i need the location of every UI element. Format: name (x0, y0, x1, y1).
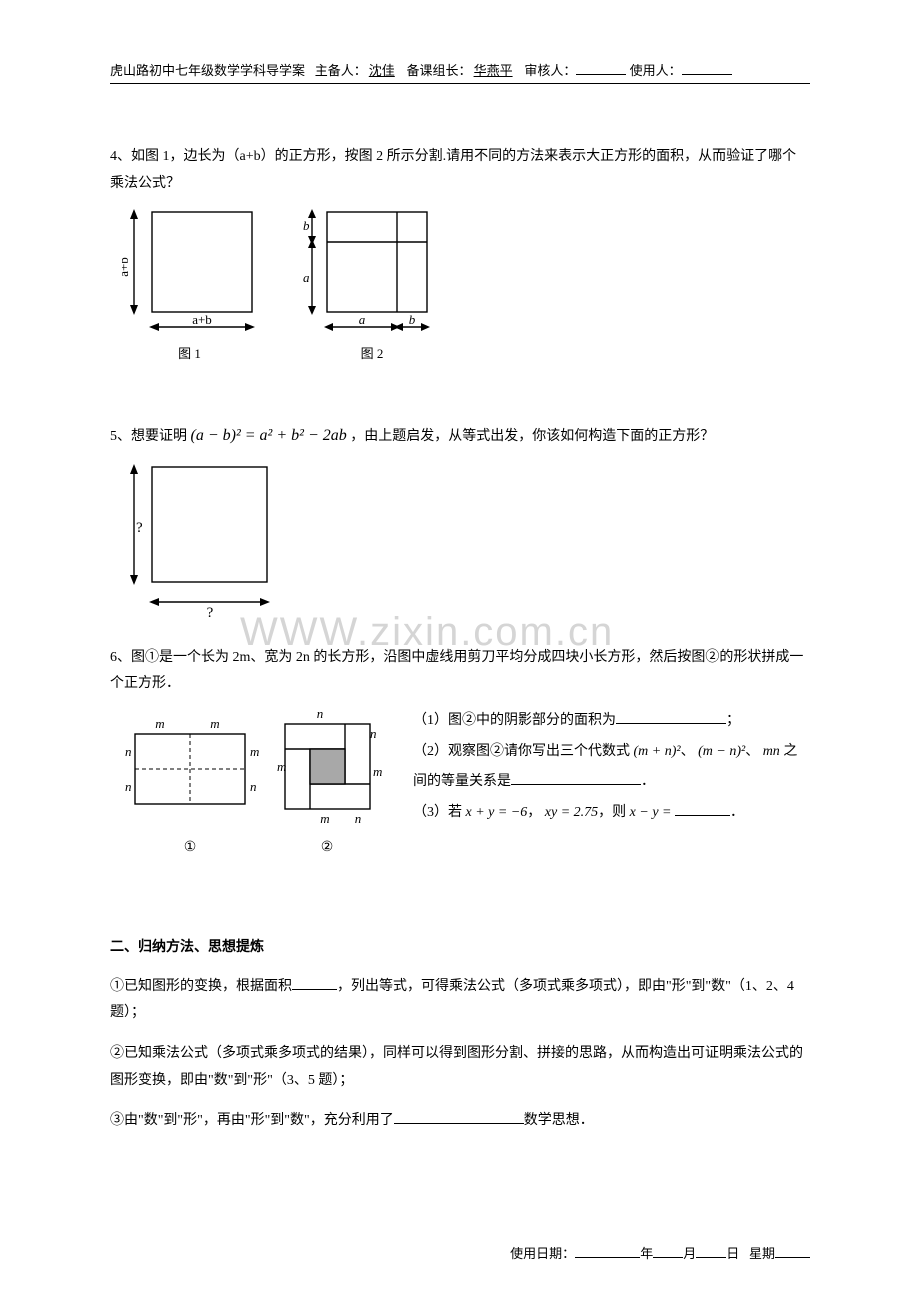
school-name: 虎山路初中七年级数学学科导学案 (110, 63, 305, 78)
svg-text:m: m (210, 716, 219, 731)
q6-p1-blank (616, 710, 726, 724)
section2-p1: ①已知图形的变换，根据面积，列出等式，可得乘法公式（多项式乘多项式），即由"形"… (110, 974, 810, 1027)
q6-part3: （3）若 x + y = −6， xy = 2.75，则 x − y = ． (413, 798, 810, 829)
s2-p1-blank (292, 976, 337, 990)
svg-text:n: n (370, 726, 377, 741)
review-blank (576, 62, 626, 75)
fig1-side-v: a+b (122, 257, 131, 277)
fig2-b-h: b (409, 312, 416, 327)
svg-text:n: n (125, 744, 132, 759)
q4-fig1-label: 图 1 (178, 343, 201, 362)
prep-name: 沈佳 (367, 63, 397, 78)
q6-p2-blank (511, 771, 641, 785)
fig2-a-v: a (303, 270, 310, 285)
footer-day-blank (696, 1245, 726, 1258)
q6-part1: （1）图②中的阴影部分的面积为； (413, 706, 810, 737)
q6-p3-blank (675, 802, 730, 816)
team-name: 华燕平 (472, 63, 515, 78)
svg-text:m: m (373, 764, 382, 779)
q4-fig2: b a a b (297, 207, 447, 337)
svg-text:n: n (355, 811, 362, 826)
s2-p3-blank (394, 1110, 524, 1124)
q5-q-h: ? (207, 605, 214, 621)
q5-formula: (a − b)² = a² + b² − 2ab (191, 427, 347, 444)
q5-text: 5、想要证明 (a − b)² = a² + b² − 2ab ，由上题启发，从… (110, 421, 810, 451)
svg-text:n: n (317, 706, 324, 721)
section2-title: 二、归纳方法、思想提炼 (110, 936, 810, 956)
footer-month-blank (653, 1245, 683, 1258)
svg-text:m: m (250, 744, 259, 759)
svg-text:①: ① (184, 840, 197, 855)
q6-intro: 6、图①是一个长为 2m、宽为 2n 的长方形，沿图中虚线用剪刀平均分成四块小长… (110, 645, 810, 698)
q4-fig2-label: 图 2 (361, 343, 384, 362)
q4-text: 4、如图 1，边长为（a+b）的正方形，按图 2 所示分割.请用不同的方法来表示… (110, 144, 810, 197)
svg-text:②: ② (321, 840, 334, 855)
review-label: 审核人： (524, 63, 576, 78)
user-label: 使用人： (630, 63, 682, 78)
fig2-a-h: a (359, 312, 366, 327)
svg-text:m: m (277, 759, 286, 774)
fig2-b-v: b (303, 218, 310, 233)
section2-p3: ③由"数"到"形"，再由"形"到"数"，充分利用了数学思想． (110, 1108, 810, 1135)
prep-label: 主备人： (315, 63, 367, 78)
q5-q-v: ? (136, 520, 143, 536)
svg-text:n: n (250, 779, 257, 794)
section2-p2: ②已知乘法公式（多项式乘多项式的结果），同样可以得到图形分割、拼接的思路，从而构… (110, 1041, 810, 1094)
q6-part2: （2）观察图②请你写出三个代数式 (m + n)²、 (m − n)²、 mn … (413, 737, 810, 799)
q5-prefix: 5、想要证明 (110, 429, 187, 444)
page-header: 虎山路初中七年级数学学科导学案 主备人：沈佳 备课组长：华燕平 审核人： 使用人… (110, 60, 810, 84)
q4-figures: a+b a+b 图 1 b a a (122, 207, 810, 362)
team-label: 备课组长： (407, 63, 472, 78)
user-blank (682, 62, 732, 75)
q6-body: m m n n m n ① n n m m (110, 706, 810, 876)
footer-year-blank (575, 1245, 640, 1258)
svg-text:m: m (320, 811, 329, 826)
fig1-side-h: a+b (192, 312, 212, 327)
q5-suffix: ，由上题启发，从等式出发，你该如何构造下面的正方形？ (350, 429, 714, 444)
page-footer: 使用日期：年月日 星期 (510, 1243, 810, 1262)
q4-fig1: a+b a+b (122, 207, 257, 337)
svg-text:m: m (155, 716, 164, 731)
svg-text:n: n (125, 779, 132, 794)
q5-figure: ? ? (122, 462, 272, 622)
q6-figure: m m n n m n ① n n m m (110, 706, 395, 876)
footer-week-blank (775, 1245, 810, 1258)
